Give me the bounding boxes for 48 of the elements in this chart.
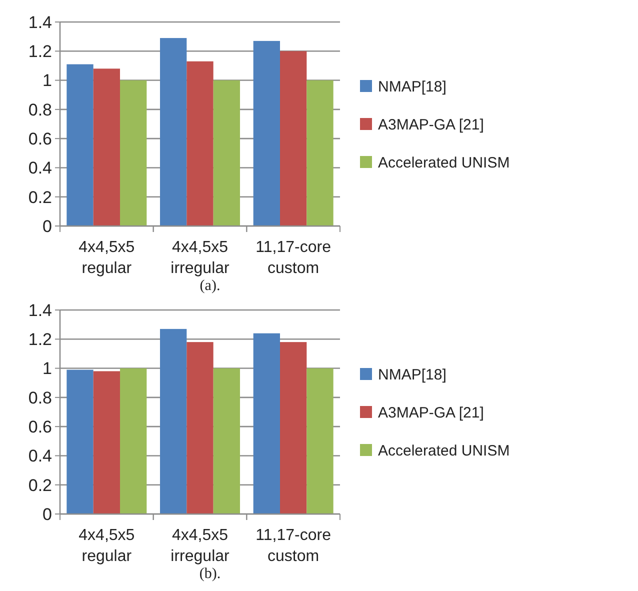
- bar: [66, 370, 94, 514]
- y-tick-label: 0.2: [28, 476, 52, 495]
- y-tick-label: 0.4: [28, 446, 52, 466]
- y-tick-label: 0: [42, 504, 52, 524]
- y-tick-label: 1: [42, 71, 52, 90]
- y-tick-label: 1: [42, 359, 52, 378]
- bar: [120, 368, 147, 514]
- y-tick-label: 0.2: [28, 188, 52, 207]
- bar: [213, 368, 240, 514]
- x-tick-label: 4x4,5x5 regular: [78, 239, 135, 277]
- legend-label: NMAP[18]: [378, 78, 446, 96]
- y-tick-label: 1.4: [28, 12, 52, 32]
- bar: [160, 38, 187, 226]
- bar: [93, 68, 120, 226]
- x-tick-label: 4x4,5x5 regular: [78, 527, 135, 565]
- bar: [306, 80, 334, 226]
- y-tick-label: 0.8: [28, 388, 52, 408]
- x-tick-label: 11,17-core custom: [256, 527, 332, 565]
- legend-label: A3MAP-GA [21]: [378, 404, 484, 422]
- bar: [253, 40, 280, 226]
- y-tick-label: 0: [42, 216, 52, 236]
- text: (b).: [199, 566, 221, 582]
- bar: [120, 80, 147, 226]
- legend-label: Accelerated UNISM: [378, 154, 510, 172]
- bar: [213, 80, 240, 226]
- x-tick-label: 11,17-core custom: [256, 239, 332, 277]
- legend-label: Accelerated UNISM: [378, 442, 510, 460]
- bar: [93, 371, 120, 514]
- y-tick-label: 0.8: [28, 100, 52, 120]
- bar: [280, 51, 307, 226]
- bar: [186, 61, 214, 226]
- y-tick-label: 0.6: [28, 418, 52, 437]
- legend-label: NMAP[18]: [378, 366, 446, 384]
- text: (a).: [200, 278, 220, 294]
- y-tick-label: 1.4: [28, 300, 52, 320]
- y-tick-label: 1.2: [28, 42, 52, 62]
- y-tick-label: 0.6: [28, 130, 52, 149]
- bar: [253, 333, 280, 514]
- bar: [186, 342, 214, 514]
- y-tick-label: 1.2: [28, 330, 52, 350]
- bar: [66, 64, 94, 226]
- bar: [306, 368, 334, 514]
- x-tick-label: 4x4,5x5 irregular: [170, 239, 230, 277]
- x-tick-label: 4x4,5x5 irregular: [170, 527, 230, 565]
- bar: [280, 342, 307, 514]
- legend-label: A3MAP-GA [21]: [378, 116, 484, 134]
- y-tick-label: 0.4: [28, 158, 52, 178]
- bar: [160, 328, 187, 514]
